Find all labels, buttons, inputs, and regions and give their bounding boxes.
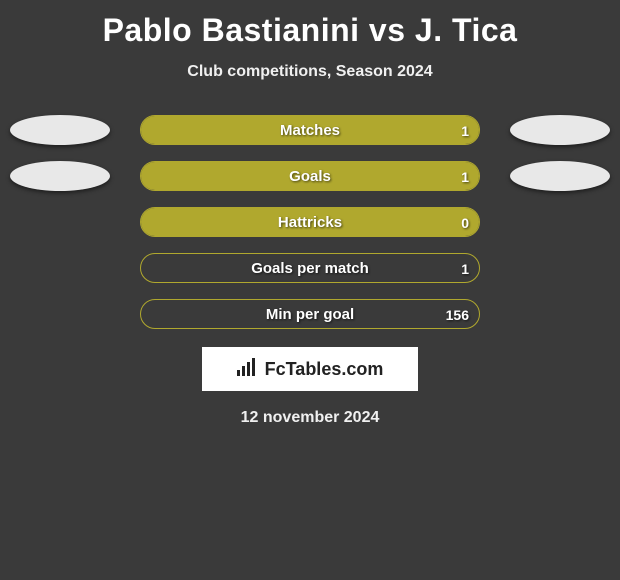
player1-ellipse bbox=[10, 161, 110, 191]
stat-label: Goals bbox=[141, 162, 479, 191]
player1-ellipse bbox=[10, 115, 110, 145]
bar-track: Goals1 bbox=[140, 161, 480, 191]
stat-row: Hattricks0 bbox=[0, 207, 620, 237]
date-text: 12 november 2024 bbox=[0, 409, 620, 427]
logo-box: FcTables.com bbox=[202, 347, 418, 391]
logo-text: FcTables.com bbox=[265, 359, 384, 380]
stat-value-right: 1 bbox=[461, 254, 469, 283]
stat-value-right: 1 bbox=[461, 116, 469, 145]
stat-value-right: 0 bbox=[461, 208, 469, 237]
stat-value-right: 156 bbox=[446, 300, 469, 329]
stat-row: Goals per match1 bbox=[0, 253, 620, 283]
page-title: Pablo Bastianini vs J. Tica bbox=[0, 0, 620, 49]
stat-label: Hattricks bbox=[141, 208, 479, 237]
page-subtitle: Club competitions, Season 2024 bbox=[0, 63, 620, 81]
stat-label: Goals per match bbox=[141, 254, 479, 283]
chart-bar-icon bbox=[237, 358, 259, 381]
bar-track: Matches1 bbox=[140, 115, 480, 145]
comparison-chart: Matches1Goals1Hattricks0Goals per match1… bbox=[0, 115, 620, 329]
stat-row: Goals1 bbox=[0, 161, 620, 191]
bar-track: Goals per match1 bbox=[140, 253, 480, 283]
player2-ellipse bbox=[510, 161, 610, 191]
stat-label: Min per goal bbox=[141, 300, 479, 329]
stat-row: Min per goal156 bbox=[0, 299, 620, 329]
stat-label: Matches bbox=[141, 116, 479, 145]
bar-track: Hattricks0 bbox=[140, 207, 480, 237]
stat-row: Matches1 bbox=[0, 115, 620, 145]
stat-value-right: 1 bbox=[461, 162, 469, 191]
bar-track: Min per goal156 bbox=[140, 299, 480, 329]
player2-ellipse bbox=[510, 115, 610, 145]
